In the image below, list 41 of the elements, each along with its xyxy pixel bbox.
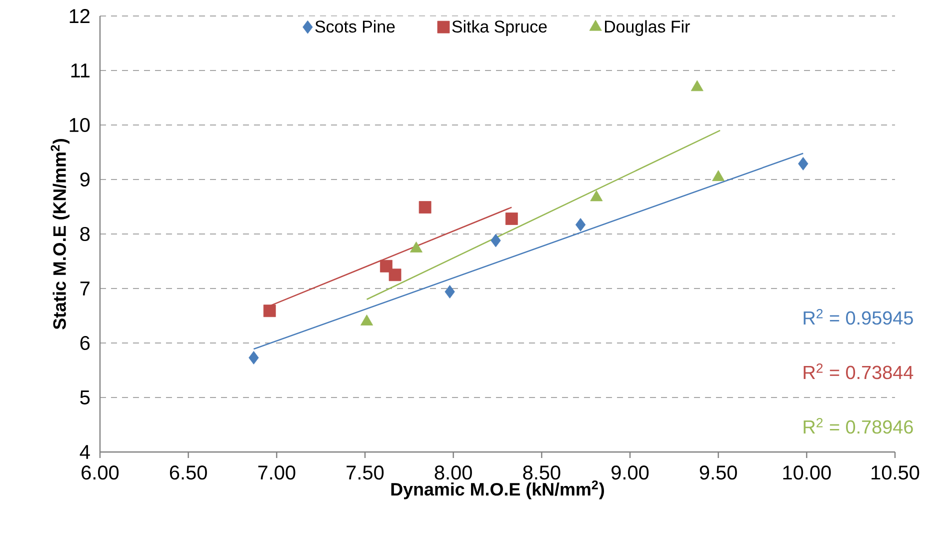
y-tick-label: 9 <box>80 172 90 187</box>
legend-label: Sitka Spruce <box>452 20 547 36</box>
x-tick-label: 7.00 <box>258 466 296 480</box>
y-tick-label: 12 <box>70 9 90 23</box>
point <box>505 212 518 225</box>
y-tick-label: 10 <box>70 118 90 132</box>
annotation: R$^{2}$ = 0.95945 <box>804 309 913 325</box>
point <box>388 268 402 282</box>
x-tick-label: 9.00 <box>612 466 649 480</box>
x-tick-label: 8.50 <box>523 466 560 480</box>
y-tick-label: 11 <box>71 64 90 78</box>
y-axis-title: Static M.O.E (KN/mm$^{2}$) <box>50 138 70 330</box>
point <box>248 351 259 364</box>
legend-label: Douglas Fir <box>605 20 690 36</box>
y-tick-label: 4 <box>80 445 90 459</box>
annotation: R$^{2}$ = 0.73844 <box>804 364 914 380</box>
y-tick-label: 8 <box>80 226 90 242</box>
point <box>490 234 501 248</box>
x-tick-label: 10.00 <box>783 466 831 480</box>
point <box>798 156 808 170</box>
x-tick-label: 9.50 <box>700 466 737 480</box>
y-tick-label: 7 <box>80 282 90 296</box>
point <box>575 218 586 232</box>
point <box>418 201 432 214</box>
x-tick-label: 6.00 <box>82 466 119 480</box>
point <box>590 190 603 202</box>
y-tick-label: 6 <box>80 336 90 350</box>
point <box>410 242 422 252</box>
x-tick-label: 6.50 <box>170 466 207 480</box>
legend-label: Scots Pine <box>315 20 395 33</box>
point <box>263 304 276 318</box>
x-tick-label: 10.50 <box>872 466 920 480</box>
point <box>380 260 392 272</box>
point <box>444 285 455 298</box>
annotation: R$^{2}$ = 0.78946 <box>804 418 913 434</box>
x-axis-title: Dynamic M.O.E (kN/mm$^{2}$) <box>391 480 604 500</box>
x-tick-label: 8.00 <box>434 466 472 480</box>
point <box>712 170 725 182</box>
x-tick-label: 7.50 <box>346 466 384 480</box>
y-tick-label: 5 <box>80 390 90 404</box>
point <box>690 80 704 92</box>
